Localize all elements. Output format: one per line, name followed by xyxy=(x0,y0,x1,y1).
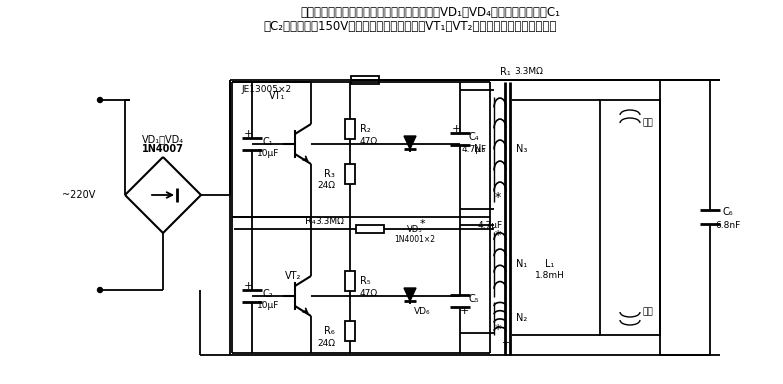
Text: 3.3MΩ: 3.3MΩ xyxy=(514,68,543,76)
Bar xyxy=(345,119,355,139)
Text: N₃: N₃ xyxy=(474,144,485,154)
Text: VD₅: VD₅ xyxy=(407,225,423,233)
Text: ~220V: ~220V xyxy=(62,190,95,200)
Text: N₁: N₁ xyxy=(516,259,528,269)
Text: VD₆: VD₆ xyxy=(413,306,431,316)
Text: 1N4007: 1N4007 xyxy=(142,144,184,154)
Text: +: + xyxy=(244,129,253,139)
Text: 4.7μF: 4.7μF xyxy=(478,220,503,230)
Text: 10μF: 10μF xyxy=(257,149,280,159)
Text: 灯丝: 灯丝 xyxy=(643,119,653,127)
Text: R₄: R₄ xyxy=(305,216,316,226)
Text: 4.7μF: 4.7μF xyxy=(461,144,486,154)
Text: 3.3MΩ: 3.3MΩ xyxy=(316,217,345,225)
Bar xyxy=(600,100,660,335)
Text: VT₂: VT₂ xyxy=(285,271,301,281)
Text: L₁: L₁ xyxy=(545,259,554,269)
Text: 1.8mH: 1.8mH xyxy=(535,271,565,280)
Text: +: + xyxy=(460,306,469,316)
Text: 6.8nF: 6.8nF xyxy=(716,220,741,230)
Text: 灯丝: 灯丝 xyxy=(643,308,653,316)
Text: N₂: N₂ xyxy=(516,313,528,323)
Bar xyxy=(351,76,379,84)
Text: C₄: C₄ xyxy=(469,132,479,142)
Polygon shape xyxy=(404,288,416,301)
Text: +: + xyxy=(451,124,460,134)
Text: N₃: N₃ xyxy=(516,144,528,154)
Text: R₆: R₆ xyxy=(324,326,335,336)
Text: 24Ω: 24Ω xyxy=(317,339,335,348)
Bar xyxy=(345,164,355,184)
Text: C₆: C₆ xyxy=(723,207,734,217)
Text: 47Ω: 47Ω xyxy=(360,136,378,146)
Text: VD₁～VD₄: VD₁～VD₄ xyxy=(142,134,184,144)
Text: C₂: C₂ xyxy=(262,289,273,299)
Text: T: T xyxy=(502,342,508,352)
Text: R₅: R₅ xyxy=(360,276,370,286)
Bar xyxy=(345,321,355,341)
Polygon shape xyxy=(404,136,416,149)
Text: *: * xyxy=(495,323,501,336)
Text: +: + xyxy=(244,281,253,291)
Text: *: * xyxy=(419,219,425,229)
Text: 24Ω: 24Ω xyxy=(317,182,335,190)
Text: R₃: R₃ xyxy=(324,169,335,179)
Text: C₅: C₅ xyxy=(469,294,479,304)
Text: *: * xyxy=(495,228,501,242)
Text: 串联式电子镇流器电路。电源接通后，市电经VD₁～VD₄整流，在滤波电容C₁: 串联式电子镇流器电路。电源接通后，市电经VD₁～VD₄整流，在滤波电容C₁ xyxy=(300,5,560,18)
Text: C₁: C₁ xyxy=(262,137,273,147)
Circle shape xyxy=(98,98,103,103)
Bar xyxy=(356,225,384,233)
Text: *: * xyxy=(495,190,501,204)
Text: 10μF: 10μF xyxy=(257,301,280,311)
Text: 47Ω: 47Ω xyxy=(360,288,378,298)
Text: JE13005×2: JE13005×2 xyxy=(242,86,292,94)
Circle shape xyxy=(98,288,103,293)
Text: 和C₂两端各形成150V左右的直流电压，分别为VT₁和VT₂组成的两个自激振荡电路供: 和C₂两端各形成150V左右的直流电压，分别为VT₁和VT₂组成的两个自激振荡电… xyxy=(263,20,557,33)
Bar xyxy=(345,271,355,291)
Text: R₁: R₁ xyxy=(500,67,511,77)
Text: VT₁: VT₁ xyxy=(269,91,285,101)
Text: R₂: R₂ xyxy=(360,124,370,134)
Text: 1N4001×2: 1N4001×2 xyxy=(395,235,435,243)
